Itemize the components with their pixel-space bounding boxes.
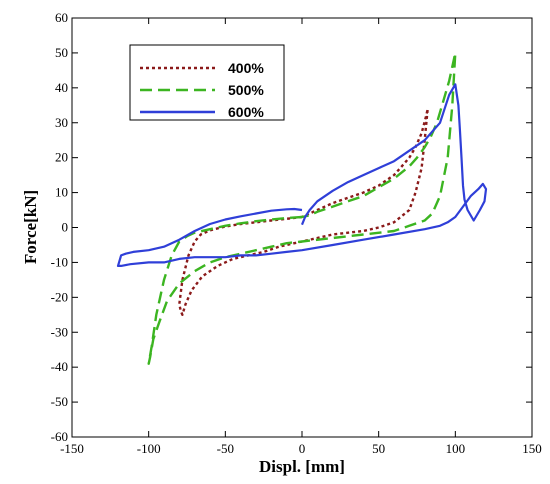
y-tick-label: 30: [55, 115, 68, 130]
ticks-layer: -150 -100 -50 0 50 100 150-60-50-40-30-20-1001…: [51, 10, 542, 456]
x-tick-label: 50: [372, 441, 385, 456]
y-tick-label: -40: [51, 359, 68, 374]
legend-label: 400%: [228, 60, 264, 76]
legend-items: 400% 500% 600%: [140, 60, 264, 120]
y-tick-label: 60: [55, 10, 68, 25]
y-axis-title: Force[kN]: [21, 190, 40, 264]
series-line-500pct: [147, 51, 457, 365]
legend-label: 500%: [228, 82, 264, 98]
series-layer: [116, 51, 488, 365]
x-tick-label: -100: [137, 441, 161, 456]
x-tick-label: 100: [446, 441, 466, 456]
x-tick-label: -50: [217, 441, 234, 456]
series-line-600pct: [116, 83, 488, 267]
x-axis-title: Displ. [mm]: [259, 457, 345, 476]
y-tick-label: -60: [51, 429, 68, 444]
legend-label: 600%: [228, 104, 264, 120]
y-tick-label: -30: [51, 324, 68, 339]
y-tick-label: 0: [62, 220, 69, 235]
y-tick-label: 40: [55, 80, 68, 95]
y-tick-label: 10: [55, 185, 68, 200]
legend-box: [129, 44, 285, 121]
x-tick-label: -150: [60, 441, 84, 456]
x-tick-label: 150: [522, 441, 542, 456]
y-tick-label: 20: [55, 150, 68, 165]
y-tick-label: -10: [51, 254, 68, 269]
y-tick-label: -20: [51, 289, 68, 304]
y-tick-label: -50: [51, 394, 68, 409]
series-line-400pct: [178, 107, 429, 316]
x-tick-label: 0: [299, 441, 306, 456]
legend: 400% 500% 600%: [129, 44, 285, 121]
y-tick-label: 50: [55, 45, 68, 60]
